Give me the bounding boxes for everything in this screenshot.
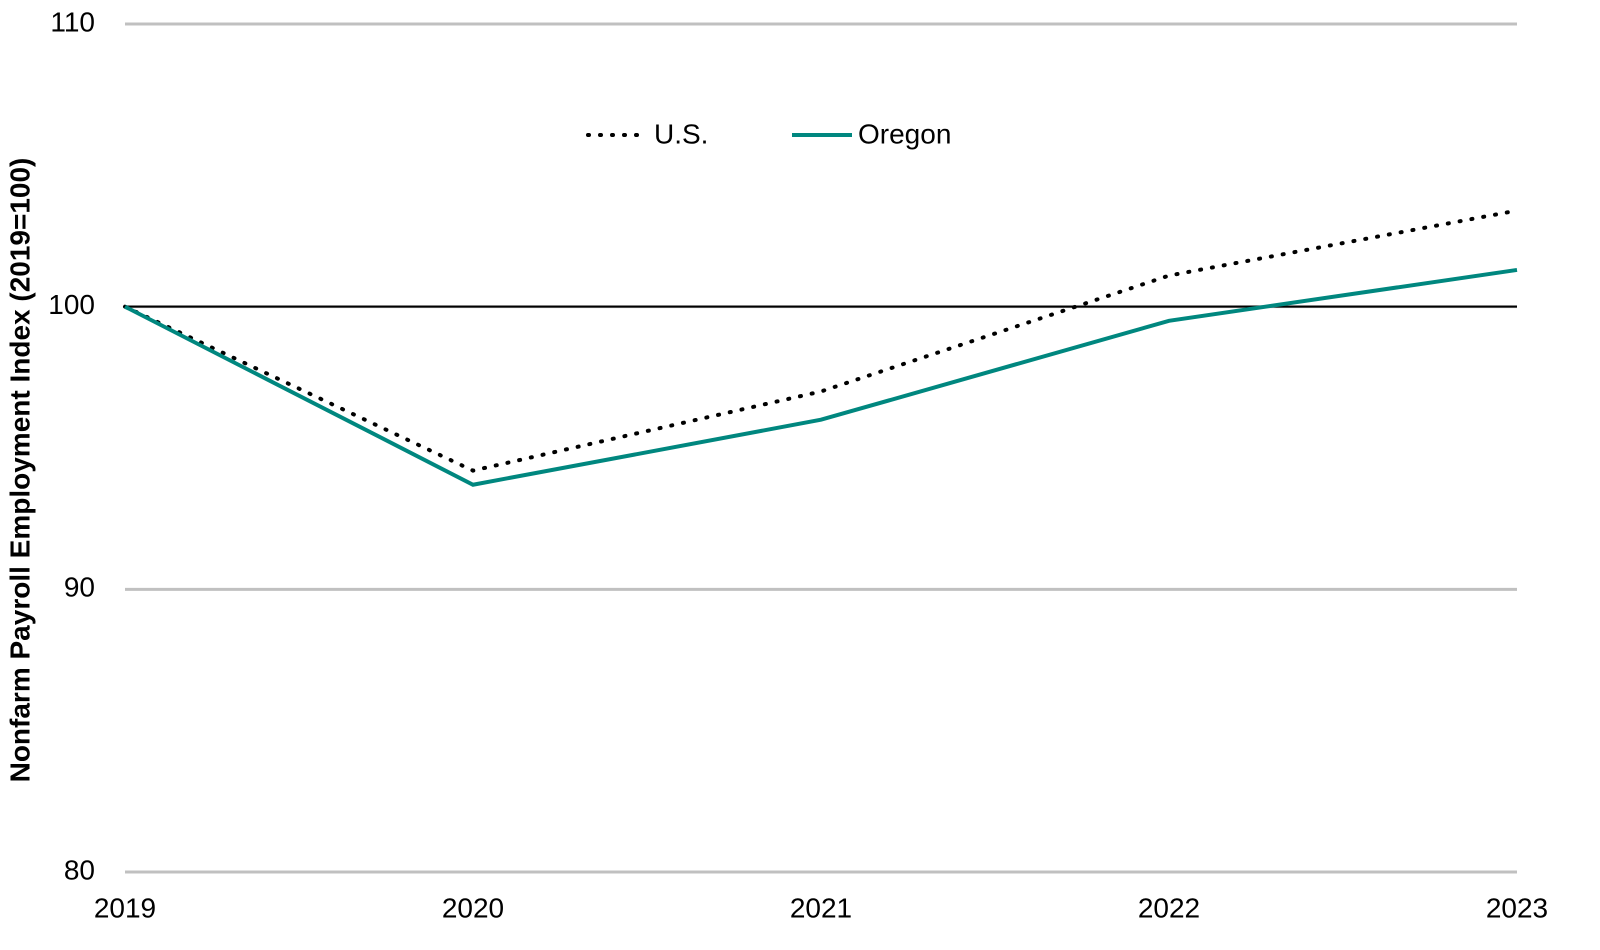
series-line [123, 208, 1519, 473]
x-tick-label: 2023 [1486, 892, 1548, 923]
y-tick-label: 110 [50, 6, 95, 37]
y-tick-label: 100 [48, 289, 95, 320]
y-tick-label: 90 [64, 572, 95, 603]
x-tick-label: 2022 [1138, 892, 1200, 923]
x-tick-label: 2020 [442, 892, 504, 923]
legend-label: Oregon [858, 118, 951, 149]
y-axis-label: Nonfarm Payroll Employment Index (2019=1… [4, 158, 35, 783]
y-tick-label: 80 [64, 854, 95, 885]
series-line [124, 267, 1518, 487]
x-tick-label: 2021 [790, 892, 852, 923]
x-tick-label: 2019 [94, 892, 156, 923]
legend-label: U.S. [654, 118, 708, 149]
